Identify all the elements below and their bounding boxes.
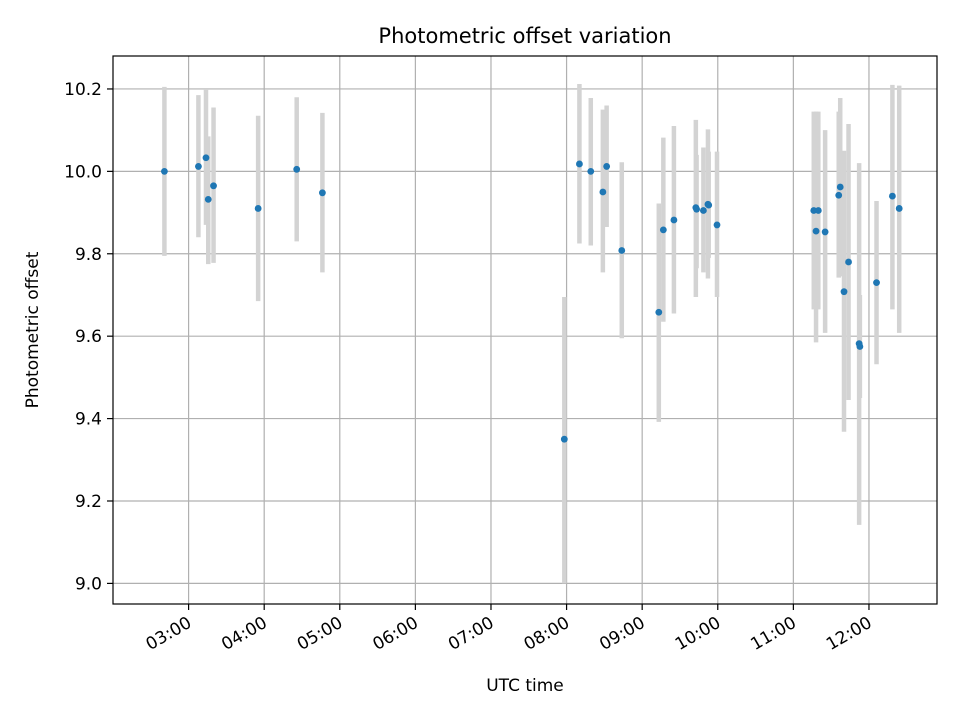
data-point (889, 193, 896, 200)
data-point (813, 228, 820, 235)
y-tick-label: 9.0 (75, 574, 102, 594)
data-point (660, 226, 667, 233)
data-point (255, 205, 262, 212)
data-point (841, 288, 848, 295)
y-tick-label: 9.6 (75, 327, 102, 347)
data-point (293, 166, 300, 173)
data-point (835, 192, 842, 199)
data-point (195, 163, 202, 170)
data-point (618, 247, 625, 254)
data-point (714, 222, 721, 229)
data-point (845, 259, 852, 266)
data-point (655, 309, 662, 316)
y-tick-label: 10.2 (64, 80, 102, 100)
data-point (700, 207, 707, 214)
y-tick-label: 9.4 (75, 410, 102, 430)
y-tick-label: 9.2 (75, 492, 102, 512)
data-point (561, 436, 568, 443)
data-point (205, 196, 212, 203)
y-tick-label: 9.8 (75, 245, 102, 265)
data-point (319, 189, 326, 196)
data-point (161, 168, 168, 175)
x-axis-label: UTC time (486, 676, 564, 696)
data-point (822, 229, 829, 236)
data-point (693, 206, 700, 213)
chart-title: Photometric offset variation (378, 24, 671, 48)
data-point (671, 217, 678, 224)
data-point (873, 279, 880, 286)
y-tick-label: 10.0 (64, 162, 102, 182)
data-point (705, 202, 712, 209)
data-point (603, 163, 610, 170)
data-point (896, 205, 903, 212)
data-point (599, 189, 606, 196)
data-point (856, 343, 863, 350)
data-point (210, 182, 217, 189)
data-point (587, 168, 594, 175)
y-axis-label: Photometric offset (23, 251, 43, 408)
data-point (203, 154, 210, 161)
data-point (815, 207, 822, 214)
data-point (837, 184, 844, 191)
data-point (576, 161, 583, 168)
